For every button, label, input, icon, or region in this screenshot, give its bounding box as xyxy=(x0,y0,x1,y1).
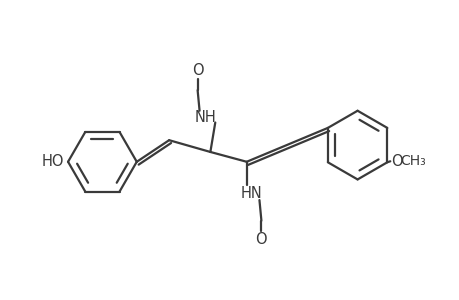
Text: HN: HN xyxy=(240,186,262,201)
Text: HO: HO xyxy=(41,154,64,169)
Text: NH: NH xyxy=(194,110,216,125)
Text: O: O xyxy=(255,232,267,247)
Text: CH₃: CH₃ xyxy=(399,154,425,168)
Text: O: O xyxy=(391,154,402,169)
Text: O: O xyxy=(191,63,203,78)
